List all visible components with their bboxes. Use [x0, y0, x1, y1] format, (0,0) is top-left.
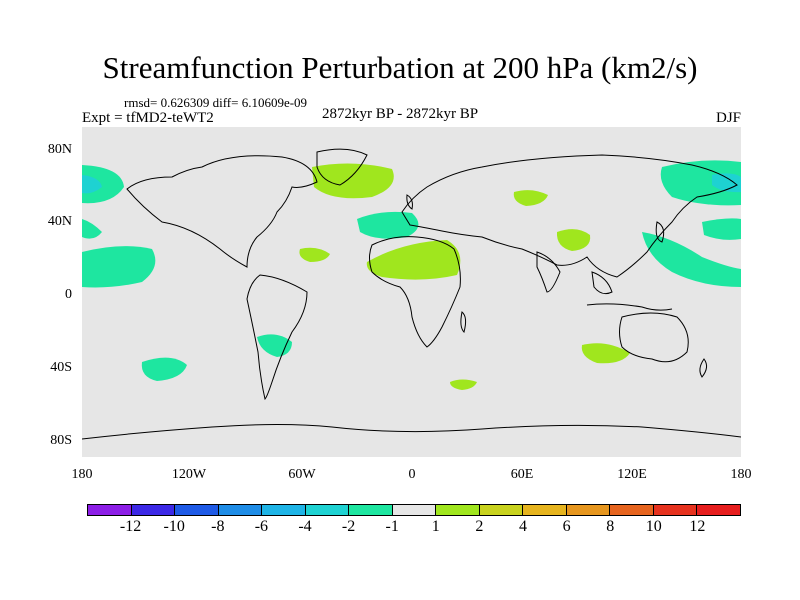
world-map	[82, 127, 741, 457]
coast-antarctica	[82, 424, 741, 440]
coast-new-zealand	[699, 358, 708, 378]
positive-anomalies	[299, 163, 630, 390]
coast-australia	[619, 312, 689, 363]
colorbar-swatch	[653, 505, 698, 515]
colorbar-label: -12	[119, 518, 142, 535]
neg-region-w-pacific-west	[82, 219, 102, 239]
lon-label-120w: 120W	[171, 467, 207, 482]
lon-label-0: 0	[408, 467, 416, 482]
lat-label-80n: 80N	[47, 142, 72, 157]
coast-japan	[655, 221, 665, 243]
neg-region-s-pacific	[141, 357, 187, 381]
coast-africa	[369, 236, 461, 348]
colorbar-label: 10	[645, 518, 662, 535]
pos-region-s-indian	[450, 379, 477, 390]
plot-title: Streamfunction Perturbation at 200 hPa (…	[102, 50, 698, 85]
colorbar-swatch	[566, 505, 611, 515]
coastlines	[82, 148, 741, 440]
lat-label-40n: 40N	[47, 214, 72, 229]
neg-core-far-east	[712, 173, 741, 193]
colorbar-label: 4	[519, 518, 527, 535]
colorbar-label: 8	[606, 518, 615, 535]
colorbar-swatch	[305, 505, 350, 515]
lon-label-180e: 180	[730, 467, 752, 482]
negative-anomalies	[82, 160, 741, 381]
colorbar-swatch	[392, 505, 437, 515]
lat-label-40s: 40S	[50, 360, 72, 375]
colorbar-swatch	[479, 505, 524, 515]
coast-south-america	[246, 274, 308, 400]
colorbar-label: -10	[163, 518, 185, 535]
lon-label-180w: 180	[71, 467, 93, 482]
colorbar-swatch	[697, 505, 740, 515]
colorbar-label: -4	[298, 518, 312, 535]
map-background	[82, 127, 741, 457]
pos-region-central-asia	[556, 229, 591, 251]
colorbar-swatch	[436, 505, 480, 515]
neg-region-n-atlantic-east	[357, 211, 419, 239]
pos-region-caribbean	[299, 247, 330, 262]
season-label: DJF	[715, 110, 741, 126]
coast-greenland	[316, 148, 368, 186]
coast-europe-asia	[401, 154, 738, 278]
neg-region-w-pacific-band	[642, 232, 741, 287]
colorbar-swatch	[349, 505, 393, 515]
colorbar-swatch	[175, 505, 219, 515]
colorbar-swatch	[523, 505, 567, 515]
colorbar-swatch	[218, 505, 263, 515]
colorbar-label: 1	[431, 518, 440, 535]
coast-uk	[406, 194, 413, 210]
pos-region-n-africa	[366, 240, 461, 280]
coast-indonesia	[586, 303, 673, 311]
colorbar-label: -2	[341, 518, 356, 535]
lon-label-120e: 120E	[617, 467, 647, 482]
colorbar	[87, 504, 741, 516]
colorbar-label: -1	[385, 518, 399, 535]
colorbar-label: -6	[254, 518, 269, 535]
colorbar-swatch	[131, 505, 176, 515]
colorbar-swatch	[610, 505, 654, 515]
coast-north-america	[126, 155, 318, 268]
coast-india	[536, 251, 561, 293]
experiment-label: Expt = tfMD2-teWT2	[82, 110, 214, 126]
pos-region-caspian	[513, 190, 548, 206]
colorbar-swatch	[88, 505, 132, 515]
neg-region-far-east	[660, 160, 741, 206]
neg-region-ne-pacific	[82, 246, 156, 288]
lon-label-60w: 60W	[288, 467, 316, 482]
pos-region-australia-south	[581, 343, 630, 364]
coast-madagascar	[460, 311, 467, 333]
colorbar-label: 6	[562, 518, 571, 535]
colorbar-label: 12	[689, 518, 706, 535]
lat-label-80s: 80S	[50, 433, 72, 448]
pos-region-greenland	[312, 163, 394, 199]
neg-core-nw-pacific	[82, 175, 102, 194]
coast-southeast-asia	[591, 271, 613, 295]
lon-label-60e: 60E	[510, 467, 534, 482]
period-label: 2872kyr BP - 2872kyr BP	[322, 106, 479, 122]
colorbar-label: -8	[211, 518, 225, 535]
colorbar-swatch	[262, 505, 306, 515]
lat-label-0: 0	[65, 287, 72, 302]
neg-region-nw-pacific	[82, 165, 124, 204]
neg-region-ne-east-edge	[702, 218, 741, 240]
colorbar-label: 2	[475, 518, 484, 535]
stats-line: rmsd= 0.626309 diff= 6.10609e-09	[124, 95, 308, 110]
